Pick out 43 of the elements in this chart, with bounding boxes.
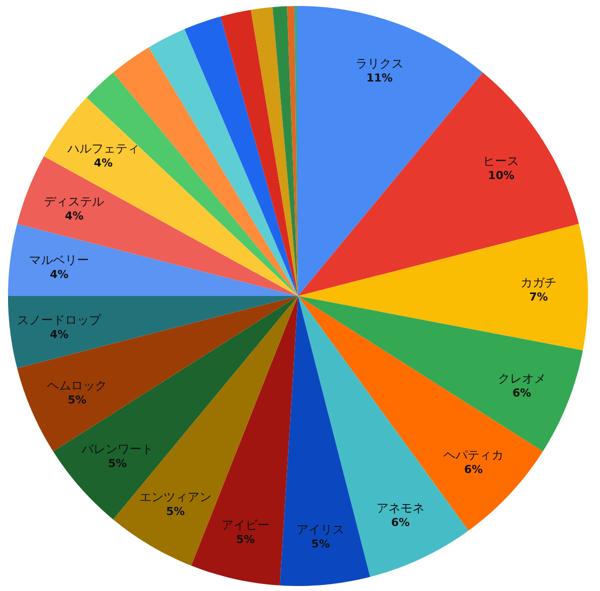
data-label: 5% (311, 538, 330, 551)
slice-label: ハルフェティ (66, 142, 140, 156)
data-label: 4% (50, 328, 69, 342)
data-label: 4% (94, 156, 113, 170)
data-label: 4% (64, 209, 84, 222)
pie-slice (17, 156, 298, 296)
data-label: 6% (512, 386, 532, 400)
slice-label: マルベリー (29, 252, 90, 267)
pie-slice (220, 10, 298, 296)
data-label: 4% (50, 268, 69, 281)
data-label: 5% (166, 505, 185, 518)
pie-slice (298, 6, 483, 296)
data-label: 10% (488, 169, 514, 182)
pie-slice (113, 47, 298, 296)
data-label: 6% (464, 462, 483, 476)
slice-label: ヒース (483, 154, 520, 168)
slice-label: アイリス (296, 522, 345, 537)
pie-slice (148, 29, 298, 296)
data-label: 7% (529, 290, 548, 304)
pie-slice (44, 97, 298, 296)
slice-label: ヘパティカ (443, 448, 504, 462)
slice-label: クレオメ (498, 372, 546, 386)
data-label: 5% (236, 532, 255, 546)
data-label: 5% (68, 394, 86, 407)
slice-label: スノードロップ (17, 313, 102, 328)
slice-label: ディステル (44, 194, 104, 208)
pie-slice (298, 224, 588, 350)
pie-slice (280, 296, 370, 586)
pie-slice (8, 224, 298, 296)
slice-label: アネモネ (376, 500, 424, 515)
data-label: 5% (108, 457, 127, 470)
pie-slice (184, 16, 298, 296)
pie-slice (250, 7, 298, 296)
slice-label: ヘムロック (47, 378, 108, 393)
data-label: 11% (366, 72, 393, 85)
slice-label: ラリクス (356, 56, 404, 71)
pie-slice (272, 6, 298, 296)
slice-label: カガチ (520, 275, 557, 290)
pie-slice (8, 296, 298, 368)
slice-label: エンツィアン (139, 490, 212, 504)
slice-label: アイビー (221, 518, 270, 532)
data-label: 6% (391, 516, 410, 529)
slice-label: バレンワート (80, 442, 154, 456)
